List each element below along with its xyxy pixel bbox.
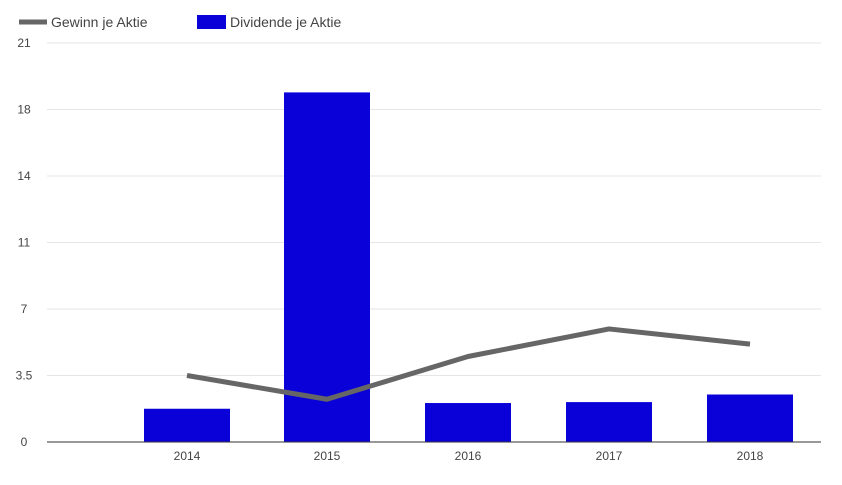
y-tick-label-4: 14 bbox=[17, 169, 31, 183]
y-tick-label-1: 3.5 bbox=[16, 369, 33, 383]
legend-label-gewinn: Gewinn je Aktie bbox=[51, 14, 148, 30]
x-tick-label-2015: 2015 bbox=[314, 449, 341, 463]
x-tick-label-2014: 2014 bbox=[174, 449, 201, 463]
legend: Gewinn je Aktie Dividende je Aktie bbox=[19, 14, 342, 30]
dividende-bar-2017 bbox=[566, 402, 652, 442]
y-tick-label-3: 11 bbox=[18, 236, 31, 250]
dividende-bar-2014 bbox=[144, 408, 230, 442]
y-tick-label-5: 18 bbox=[17, 103, 31, 117]
dividende-bar-2016 bbox=[425, 403, 511, 442]
dividende-bar-2015 bbox=[284, 92, 370, 443]
dividende-bar-2018 bbox=[707, 394, 793, 442]
x-axis: 2014 2015 2016 2017 2018 bbox=[47, 441, 821, 463]
gewinn-line bbox=[186, 326, 751, 402]
y-tick-label-2: 7 bbox=[21, 302, 28, 316]
y-tick-label-6: 21 bbox=[17, 36, 31, 50]
grid-lines bbox=[47, 42, 821, 376]
y-tick-label-0: 0 bbox=[21, 435, 28, 449]
x-tick-label-2016: 2016 bbox=[455, 449, 482, 463]
x-tick-label-2018: 2018 bbox=[737, 449, 764, 463]
bar-series bbox=[144, 92, 793, 443]
y-axis: 0 3.5 7 11 14 18 21 bbox=[16, 36, 33, 449]
x-tick-label-2017: 2017 bbox=[596, 449, 623, 463]
line-series bbox=[186, 326, 751, 402]
legend-label-dividende: Dividende je Aktie bbox=[230, 14, 342, 30]
legend-bar-swatch bbox=[197, 15, 226, 29]
